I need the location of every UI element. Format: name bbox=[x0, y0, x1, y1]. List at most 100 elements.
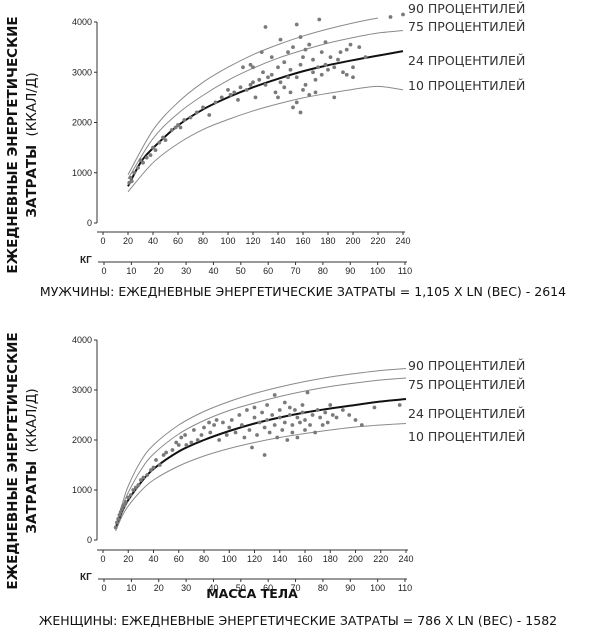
data-point bbox=[244, 87, 249, 92]
x-tick-label: 220 bbox=[370, 236, 385, 246]
data-point bbox=[207, 113, 212, 117]
data-point bbox=[372, 405, 377, 410]
data-point bbox=[278, 37, 283, 42]
y-tick-label: 3000 bbox=[72, 385, 92, 395]
x-tick-label: 160 bbox=[295, 236, 310, 246]
chart-caption: МУЖЧИНЫ: ЕЖЕДНЕВНЫЕ ЭНЕРГЕТИЧЕСКИЕ ЗАТРА… bbox=[40, 284, 566, 299]
y-tick-label: 0 bbox=[87, 535, 92, 545]
y-axis-title: ЕЖЕДНЕВНЫЕ ЭНЕРГЕТИЧЕСКИЕ bbox=[5, 332, 21, 589]
data-point bbox=[116, 517, 121, 521]
y-axis-title-line1: ЕЖЕДНЕВНЫЕ ЭНЕРГЕТИЧЕСКИЕ bbox=[5, 16, 21, 273]
data-point bbox=[238, 85, 243, 90]
data-point bbox=[397, 403, 402, 407]
data-point bbox=[282, 400, 287, 405]
data-point bbox=[128, 493, 133, 497]
data-point bbox=[173, 125, 178, 130]
x-tick-label: 240 bbox=[398, 554, 413, 564]
data-point bbox=[118, 510, 123, 514]
x-tick-label: 100 bbox=[222, 554, 237, 564]
data-point bbox=[323, 410, 328, 415]
kg-tick-label: 40 bbox=[208, 266, 218, 276]
data-point bbox=[290, 423, 295, 427]
y-tick-label: 3000 bbox=[72, 67, 92, 77]
data-point bbox=[154, 458, 158, 462]
data-point bbox=[291, 45, 295, 50]
x-axis-title: МАССА ТЕЛА bbox=[206, 586, 298, 601]
kg-tick-label: 40 bbox=[208, 583, 218, 593]
x-tick-label: 120 bbox=[247, 554, 262, 564]
x-tick-label: 180 bbox=[320, 236, 335, 246]
x-tick-label: 220 bbox=[373, 554, 388, 564]
data-point bbox=[174, 440, 179, 445]
data-point bbox=[278, 80, 283, 85]
curve-label: 90 ПРОЦЕНТИЛЕЙ bbox=[408, 358, 525, 373]
kg-tick-label: 10 bbox=[126, 583, 136, 593]
data-point bbox=[265, 418, 270, 422]
x-tick-label: 20 bbox=[123, 236, 133, 246]
x-tick-label: 80 bbox=[198, 236, 208, 246]
x-tick-label: 40 bbox=[148, 236, 158, 246]
data-point bbox=[319, 50, 324, 55]
data-point bbox=[189, 440, 194, 445]
data-point bbox=[363, 55, 368, 60]
y-axis-title-2: ЗАТРАТЫ (ККАЛ/Д) bbox=[24, 388, 40, 533]
data-point bbox=[330, 413, 335, 417]
kg-axis-label: КГ bbox=[80, 255, 92, 266]
data-point bbox=[217, 438, 222, 442]
percentile-curve bbox=[115, 368, 407, 527]
data-point bbox=[132, 170, 137, 175]
data-point bbox=[294, 100, 299, 105]
data-point bbox=[276, 65, 280, 70]
data-point bbox=[332, 95, 337, 100]
data-point bbox=[313, 430, 317, 435]
x-tick-label: 60 bbox=[173, 236, 183, 246]
data-point bbox=[303, 428, 307, 432]
percentile-curve bbox=[115, 377, 407, 528]
x-tick-label: 160 bbox=[297, 554, 312, 564]
data-point bbox=[219, 95, 224, 100]
data-point bbox=[129, 179, 134, 184]
kg-tick-label: 50 bbox=[236, 583, 246, 593]
data-point bbox=[157, 140, 162, 145]
data-point bbox=[288, 90, 293, 95]
data-point bbox=[341, 70, 345, 75]
y-axis-title-line2: ЗАТРАТЫ bbox=[24, 145, 40, 218]
percentile-curve bbox=[127, 85, 404, 193]
x-tick-label: 140 bbox=[270, 236, 285, 246]
data-point bbox=[259, 50, 264, 55]
kg-tick-label: 60 bbox=[263, 583, 273, 593]
data-point bbox=[286, 50, 290, 55]
data-point bbox=[326, 67, 330, 72]
data-point bbox=[300, 410, 305, 415]
data-point bbox=[311, 70, 315, 75]
data-point bbox=[263, 82, 268, 87]
data-point bbox=[161, 135, 165, 140]
data-point bbox=[263, 25, 268, 29]
data-point bbox=[261, 70, 265, 75]
data-point bbox=[227, 425, 232, 430]
data-points bbox=[127, 12, 405, 185]
data-point bbox=[351, 65, 355, 70]
data-point bbox=[145, 473, 150, 477]
data-point bbox=[359, 423, 364, 427]
data-point bbox=[182, 118, 187, 122]
data-point bbox=[151, 145, 155, 150]
data-points bbox=[113, 390, 402, 530]
data-point bbox=[114, 520, 119, 525]
data-point bbox=[287, 405, 292, 410]
data-point bbox=[157, 463, 162, 467]
data-point bbox=[120, 507, 124, 511]
x-tick-label: 20 bbox=[123, 554, 133, 564]
data-point bbox=[151, 465, 156, 470]
data-point bbox=[138, 478, 143, 482]
kg-tick-label: 110 bbox=[398, 266, 412, 276]
kg-tick-label: 0 bbox=[101, 266, 106, 276]
data-point bbox=[308, 423, 312, 427]
data-point bbox=[294, 75, 299, 80]
data-point bbox=[248, 62, 253, 67]
data-point bbox=[286, 75, 290, 80]
data-point bbox=[276, 95, 280, 100]
data-point bbox=[241, 65, 245, 70]
y-tick-label: 1000 bbox=[72, 168, 92, 178]
data-point bbox=[348, 42, 353, 47]
